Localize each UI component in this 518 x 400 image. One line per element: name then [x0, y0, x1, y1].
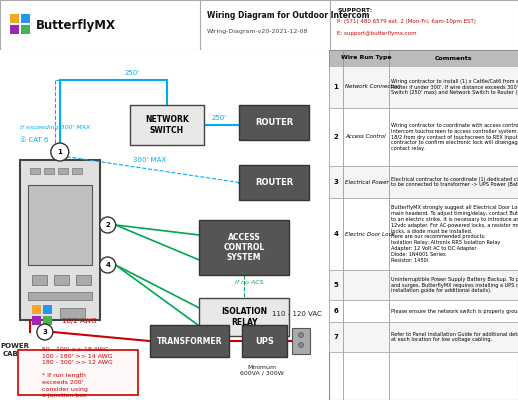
Bar [239, 105, 309, 140]
Text: 50' MAX: 50' MAX [51, 352, 79, 358]
Text: TRANSFORMER: TRANSFORMER [156, 336, 222, 346]
Text: 4: 4 [105, 262, 110, 268]
Circle shape [99, 257, 116, 273]
Text: Electrical Power: Electrical Power [345, 180, 389, 184]
Bar [150, 325, 229, 357]
Text: 3: 3 [42, 329, 47, 335]
Bar [32, 275, 47, 285]
Text: ROUTER: ROUTER [255, 178, 293, 187]
Text: ButterflyMX strongly suggest all Electrical Door Lock wiring to be home-run dire: ButterflyMX strongly suggest all Electri… [391, 206, 518, 262]
Text: 18/2 AWG: 18/2 AWG [63, 318, 97, 324]
Bar [329, 300, 518, 322]
Text: Wiring Diagram for Outdoor Intercom: Wiring Diagram for Outdoor Intercom [207, 12, 369, 20]
Text: Wiring contractor to install (1) x Cat6e/Cat6 from each Intercom panel location : Wiring contractor to install (1) x Cat6e… [391, 79, 518, 95]
Text: 2: 2 [334, 134, 338, 140]
Text: ButterflyMX: ButterflyMX [36, 18, 116, 32]
Text: Comments: Comments [435, 56, 472, 60]
Bar [329, 322, 518, 352]
Text: Wiring contractor to coordinate with access control provider, install (1) x 18/2: Wiring contractor to coordinate with acc… [391, 123, 518, 151]
Bar [58, 168, 68, 174]
Text: Network Connection: Network Connection [345, 84, 401, 90]
Text: ROUTER: ROUTER [255, 118, 293, 127]
Text: Wire Run Type: Wire Run Type [341, 56, 392, 60]
Bar [28, 185, 92, 265]
Bar [44, 168, 54, 174]
Text: P: (571) 480.6579 ext. 2 (Mon-Fri, 6am-10pm EST): P: (571) 480.6579 ext. 2 (Mon-Fri, 6am-1… [337, 20, 476, 24]
Text: UPS: UPS [255, 336, 274, 346]
Text: ACCESS
CONTROL
SYSTEM: ACCESS CONTROL SYSTEM [224, 232, 265, 262]
Circle shape [37, 324, 53, 340]
Bar [20, 160, 99, 320]
Bar [329, 66, 518, 108]
Text: POWER
CABLE: POWER CABLE [1, 344, 30, 356]
Text: 3: 3 [334, 179, 338, 185]
Text: 300' MAX: 300' MAX [133, 157, 166, 163]
Text: 110 - 120 VAC: 110 - 120 VAC [272, 311, 322, 317]
Bar [32, 305, 41, 314]
Text: If exceeding 300' MAX: If exceeding 300' MAX [20, 126, 90, 130]
Bar [76, 275, 91, 285]
Bar [60, 308, 85, 318]
Circle shape [51, 143, 69, 161]
Bar [239, 165, 309, 200]
Text: SUPPORT:: SUPPORT: [337, 8, 372, 12]
Text: 1: 1 [57, 149, 62, 155]
Text: 7: 7 [334, 334, 338, 340]
Bar [329, 50, 518, 66]
Circle shape [99, 217, 116, 233]
Bar [30, 168, 40, 174]
Bar [329, 198, 518, 270]
Bar [242, 325, 287, 357]
Bar [10, 25, 19, 34]
Text: 50 - 100' >> 18 AWG
100 - 180' >> 14 AWG
180 - 300' >> 12 AWG

* If run length
e: 50 - 100' >> 18 AWG 100 - 180' >> 14 AWG… [42, 347, 113, 398]
Text: Access Control: Access Control [345, 134, 385, 140]
Text: Uninterruptible Power Supply Battery Backup. To prevent voltage drops
and surges: Uninterruptible Power Supply Battery Bac… [391, 277, 518, 293]
Bar [130, 105, 204, 145]
Bar [329, 108, 518, 166]
Bar [18, 350, 138, 395]
Bar [43, 305, 52, 314]
Bar [21, 25, 30, 34]
Ellipse shape [298, 342, 304, 348]
Text: ① CAT 6: ① CAT 6 [20, 137, 49, 143]
Bar [54, 275, 69, 285]
Bar [72, 168, 82, 174]
Text: If no ACS: If no ACS [235, 280, 264, 286]
Bar [21, 14, 30, 23]
Bar [329, 270, 518, 300]
Bar [329, 166, 518, 198]
Bar [199, 220, 289, 275]
Text: 1: 1 [334, 84, 338, 90]
Text: 250': 250' [124, 70, 140, 76]
Bar [10, 14, 19, 23]
Text: 6: 6 [334, 308, 338, 314]
Text: ISOLATION
RELAY: ISOLATION RELAY [221, 307, 267, 327]
Bar [32, 316, 41, 325]
Text: 5: 5 [334, 282, 338, 288]
Text: Wiring-Diagram-v20-2021-12-08: Wiring-Diagram-v20-2021-12-08 [207, 30, 308, 34]
Bar [199, 298, 289, 336]
Text: 250': 250' [212, 115, 227, 121]
Text: Electric Door Lock: Electric Door Lock [345, 232, 395, 236]
Bar [292, 328, 310, 354]
Text: Refer to Panel Installation Guide for additional details. Leave 6' service loop
: Refer to Panel Installation Guide for ad… [391, 332, 518, 342]
Text: E: support@butterflymx.com: E: support@butterflymx.com [337, 32, 416, 36]
Text: 2: 2 [105, 222, 110, 228]
Ellipse shape [298, 332, 304, 338]
Bar [43, 316, 52, 325]
Text: Please ensure the network switch is properly grounded.: Please ensure the network switch is prop… [391, 308, 518, 314]
Text: 4: 4 [334, 231, 338, 237]
Bar [28, 292, 92, 300]
Text: Electrical contractor to coordinate (1) dedicated circuit (with 5-20 receptacle): Electrical contractor to coordinate (1) … [391, 177, 518, 187]
Text: NETWORK
SWITCH: NETWORK SWITCH [145, 115, 189, 135]
Text: Minimum
600VA / 300W: Minimum 600VA / 300W [240, 365, 284, 376]
